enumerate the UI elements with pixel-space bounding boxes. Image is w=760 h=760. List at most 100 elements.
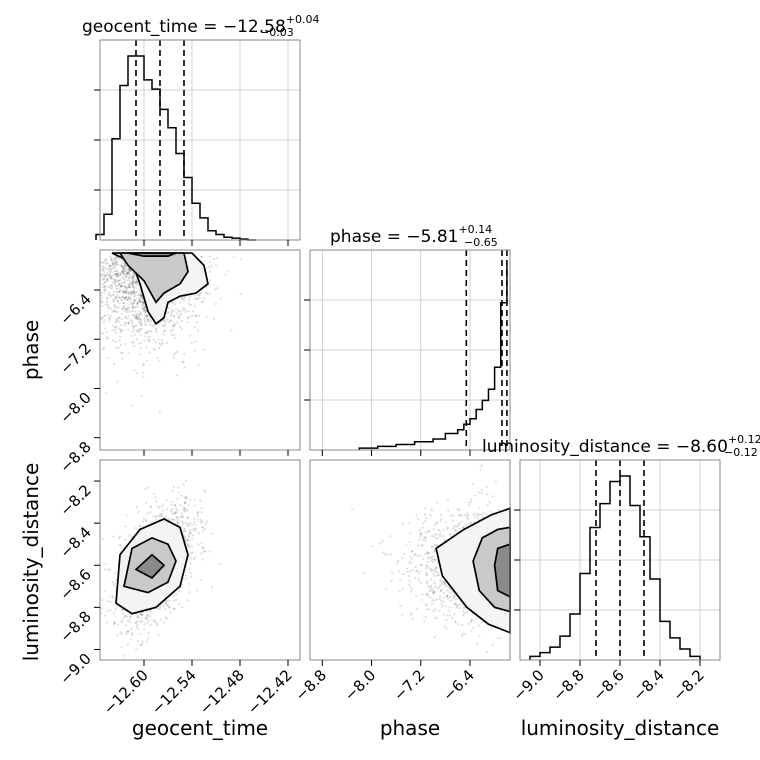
sample-point <box>449 599 452 602</box>
sample-point <box>214 288 217 291</box>
sample-point <box>123 306 126 309</box>
sample-point <box>108 271 112 274</box>
sample-point <box>160 505 163 508</box>
sample-point <box>462 609 465 613</box>
sample-point <box>193 297 196 301</box>
sample-point <box>100 293 103 297</box>
sample-point <box>142 520 145 523</box>
sample-point <box>133 302 136 305</box>
sample-point <box>174 511 177 514</box>
sample-point <box>119 343 122 346</box>
sample-point <box>172 314 175 317</box>
sample-point <box>454 620 457 623</box>
xtick-label: −8.6 <box>589 666 627 704</box>
sample-point <box>445 627 448 630</box>
sample-point <box>193 326 196 329</box>
sample-point <box>424 531 428 534</box>
sample-point <box>162 503 165 506</box>
sample-point <box>186 538 189 541</box>
sample-point <box>164 616 167 619</box>
sample-point <box>188 555 191 558</box>
sample-point <box>116 274 119 277</box>
sample-point <box>169 319 172 322</box>
sample-point <box>137 297 140 300</box>
sample-point <box>132 290 135 293</box>
sample-point <box>112 309 115 312</box>
sample-point <box>119 335 122 339</box>
sample-point <box>122 278 125 281</box>
sample-point <box>129 281 132 285</box>
sample-point <box>201 558 204 561</box>
sample-point <box>107 305 110 309</box>
sample-point <box>120 285 123 289</box>
sample-point <box>134 526 137 530</box>
sample-point <box>427 556 431 559</box>
sample-point <box>132 286 135 289</box>
sample-point <box>496 637 499 640</box>
sample-point <box>146 614 149 617</box>
sample-point <box>133 317 136 320</box>
sample-point <box>176 509 179 512</box>
sample-point <box>109 275 112 278</box>
sample-point <box>114 296 118 299</box>
sample-point <box>208 550 211 553</box>
xtick-label: −7.2 <box>390 666 428 704</box>
sample-point <box>208 255 211 258</box>
sample-point <box>104 286 107 289</box>
sample-point <box>120 299 124 302</box>
sample-point <box>112 310 115 313</box>
sample-point <box>120 282 123 285</box>
sample-point <box>112 290 115 293</box>
sample-point <box>106 600 109 603</box>
sample-point <box>183 506 186 510</box>
sample-point <box>119 279 122 282</box>
sample-point <box>420 544 423 547</box>
sample-point <box>166 311 169 314</box>
sample-point <box>120 632 123 636</box>
sample-point <box>126 286 129 289</box>
sample-point <box>117 327 120 330</box>
sample-point <box>125 273 128 276</box>
sample-point <box>124 342 127 346</box>
sample-point <box>482 511 485 514</box>
sample-point <box>460 520 463 523</box>
sample-point <box>181 306 184 309</box>
sample-point <box>196 514 199 518</box>
sample-point <box>193 521 196 524</box>
sample-point <box>431 558 435 561</box>
sample-point <box>211 532 214 535</box>
sample-point <box>198 296 201 299</box>
sample-point <box>410 588 413 591</box>
sample-point <box>417 572 421 575</box>
sample-point <box>108 595 111 598</box>
panel-phase-vs-geocent_time: −6.4−7.2−8.0−8.8 phase <box>19 249 301 476</box>
sample-point <box>106 337 110 340</box>
sample-point <box>183 506 186 509</box>
sample-point <box>436 501 439 504</box>
sample-point <box>440 518 443 521</box>
sample-point <box>132 321 135 324</box>
sample-point <box>173 303 177 306</box>
sample-point <box>100 317 103 321</box>
sample-point <box>145 621 148 624</box>
sample-point <box>130 334 133 337</box>
sample-point <box>122 307 125 310</box>
sample-point <box>427 557 430 560</box>
sample-point <box>435 564 438 567</box>
sample-point <box>119 329 122 333</box>
sample-point <box>416 569 419 572</box>
sample-point <box>152 325 156 328</box>
sample-point <box>435 598 439 601</box>
sample-point <box>162 604 165 608</box>
sample-point <box>117 280 120 283</box>
sample-point <box>452 519 455 522</box>
sample-point <box>162 319 165 322</box>
sample-point <box>144 310 147 313</box>
sample-point <box>105 278 109 281</box>
sample-point <box>113 263 116 266</box>
sample-point <box>102 261 105 264</box>
sample-point <box>431 555 434 559</box>
sample-point <box>123 266 126 270</box>
sample-point <box>439 584 442 587</box>
xtick-label: −8.0 <box>341 666 379 704</box>
